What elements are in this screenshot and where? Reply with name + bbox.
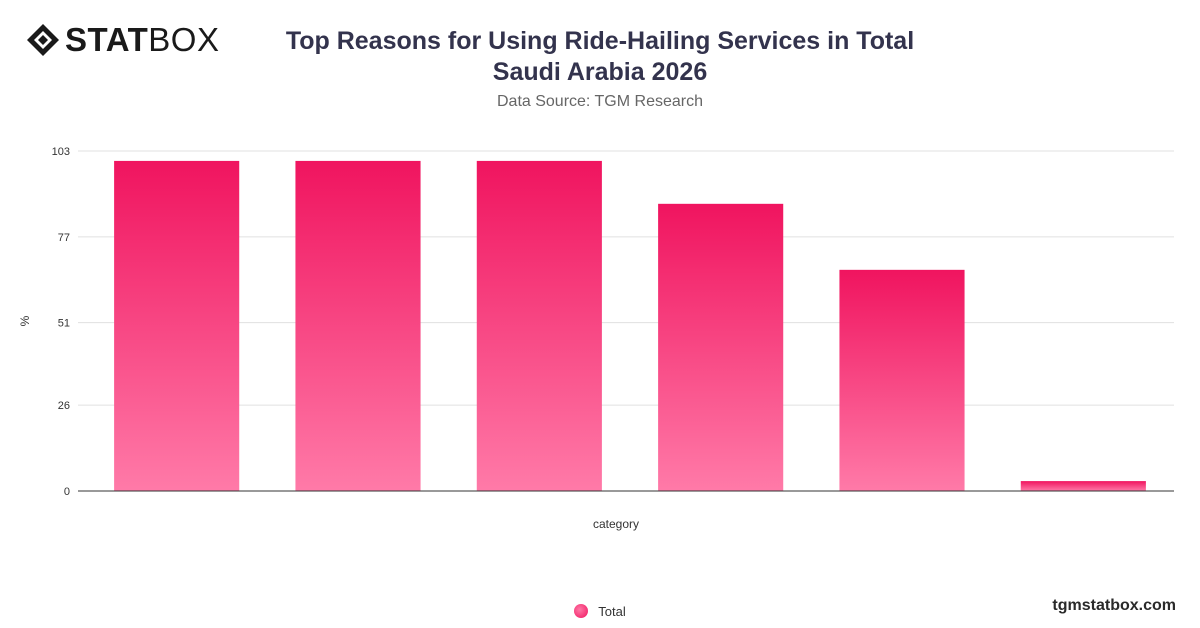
- chart-title: Top Reasons for Using Ride-Hailing Servi…: [250, 26, 950, 88]
- x-axis-title: category: [593, 517, 639, 531]
- chart-title-line2: Saudi Arabia 2026: [492, 58, 708, 86]
- legend: Total: [0, 602, 1200, 620]
- bar-2[interactable]: [295, 160, 421, 492]
- axes: 0 26 51 77 103: [52, 146, 1174, 498]
- bar-1[interactable]: [114, 160, 240, 492]
- bar-5[interactable]: [839, 269, 965, 491]
- bar-3[interactable]: [476, 160, 602, 492]
- statbox-logo: STAT BOX: [25, 22, 219, 58]
- logo-text-bold: STAT: [65, 21, 149, 58]
- grid-lines: [78, 150, 1174, 406]
- y-tick-label: 77: [58, 232, 70, 244]
- bar-6[interactable]: [1020, 481, 1146, 491]
- legend-swatch-icon: [574, 604, 589, 618]
- y-tick-label: 26: [58, 400, 70, 412]
- legend-item-total[interactable]: Total: [574, 603, 626, 619]
- bars: [114, 160, 1146, 492]
- y-tick-label: 0: [64, 486, 70, 498]
- y-axis-title: %: [18, 315, 32, 326]
- chart-title-line1: Top Reasons for Using Ride-Hailing Servi…: [285, 27, 915, 55]
- legend-label: Total: [598, 603, 626, 619]
- bar-4[interactable]: [658, 203, 784, 491]
- diamond-logo-icon: [27, 24, 59, 56]
- site-url[interactable]: tgmstatbox.com: [1052, 597, 1176, 614]
- y-tick-label: 51: [58, 318, 70, 330]
- logo-text-light: BOX: [148, 21, 220, 58]
- y-tick-label: 103: [52, 146, 70, 158]
- chart-subtitle: Data Source: TGM Research: [496, 93, 703, 110]
